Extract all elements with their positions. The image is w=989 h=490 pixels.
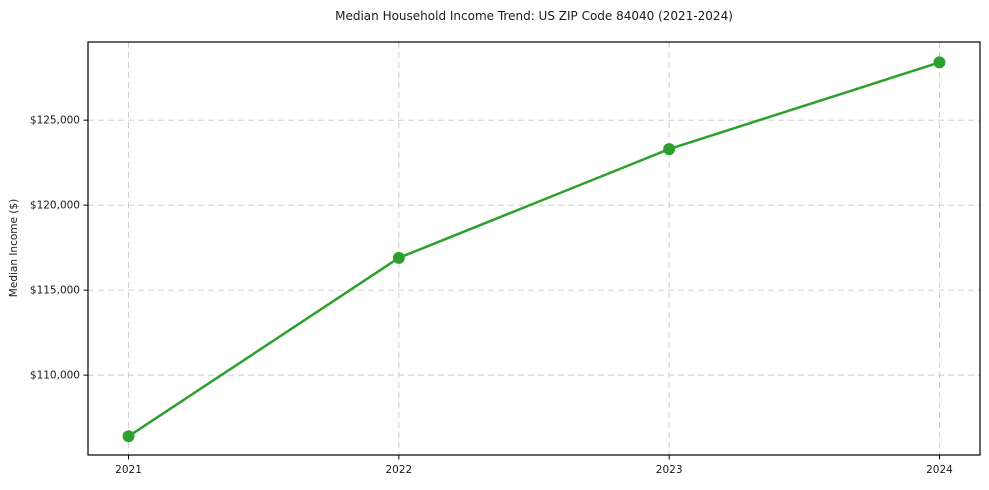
x-tick-label: 2024 [926, 464, 953, 476]
x-tick-label: 2022 [385, 464, 412, 476]
data-point [933, 56, 946, 69]
y-tick-label: $120,000 [30, 200, 80, 212]
x-tick-label: 2021 [115, 464, 142, 476]
x-tick-label: 2023 [656, 464, 683, 476]
data-point [122, 430, 135, 443]
y-tick-label: $110,000 [30, 370, 80, 382]
data-point [392, 251, 405, 264]
data-point [663, 143, 676, 156]
y-tick-label: $125,000 [30, 115, 80, 127]
trend-line [127, 61, 941, 438]
chart-title: Median Household Income Trend: US ZIP Co… [335, 9, 733, 23]
y-tick-label: $115,000 [30, 285, 80, 297]
plot-frame [87, 41, 981, 456]
